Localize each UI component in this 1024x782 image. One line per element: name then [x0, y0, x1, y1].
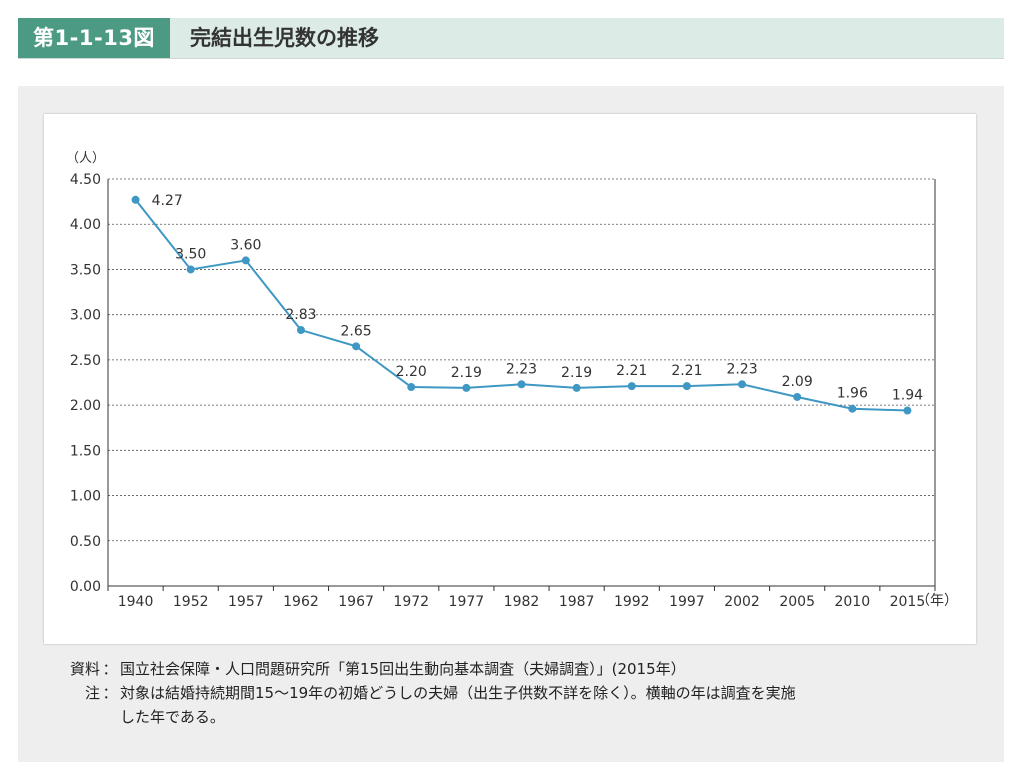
data-point	[848, 404, 857, 413]
colon: ：	[102, 660, 118, 678]
x-tick-label: 1962	[283, 594, 319, 610]
data-label: 3.60	[230, 237, 261, 253]
source-text: 国立社会保障・人口問題研究所「第15回出生動向基本調査（夫婦調査）」(2015年…	[120, 660, 686, 678]
data-point	[296, 326, 305, 335]
data-point	[793, 392, 802, 401]
line-chart: 0.00 0.50 1.00 1.50 2.00 2.50 3.00 3.50 4.00 4.50…	[66, 151, 958, 610]
y-tick-label: 4.50	[70, 172, 101, 188]
data-point	[738, 380, 747, 389]
data-label: 1.96	[837, 386, 868, 402]
x-tick-label: 1940	[118, 594, 154, 610]
colon: ：	[102, 684, 118, 702]
y-tick-label: 0.00	[70, 579, 101, 595]
data-label: 4.27	[152, 193, 183, 209]
data-label: 2.65	[341, 323, 372, 339]
y-tick-label: 0.50	[70, 534, 101, 550]
note-text-continued: した年である。	[120, 708, 225, 726]
data-point	[241, 256, 250, 265]
y-tick-label: 2.00	[70, 398, 101, 414]
data-point	[682, 382, 691, 391]
data-point	[462, 383, 471, 392]
x-tick-label: 1997	[669, 594, 705, 610]
x-tick-label: 2015	[890, 594, 926, 610]
chart-card: 0.00 0.50 1.00 1.50 2.00 2.50 3.00 3.50 4.00 4.50…	[44, 114, 976, 644]
x-tick-label: 1992	[614, 594, 650, 610]
y-tick-label: 3.50	[70, 262, 101, 278]
figure-number: 第1-1-13図	[18, 18, 170, 58]
data-label: 2.09	[782, 374, 813, 390]
x-axis-unit: （年）	[916, 593, 958, 609]
data-label: 2.23	[506, 361, 537, 377]
note-label: 注	[84, 684, 100, 702]
grid-lines	[108, 178, 935, 542]
data-labels: 4.27 3.50 3.60 2.83 2.65 2.20 2.19 2.23 2.19 2.21…	[152, 193, 924, 404]
source-label: 資料	[69, 660, 100, 678]
footnote: 注 ： 対象は結婚持続期間15〜19年の初婚どうしの夫婦（出生子供数不詳を除く）…	[52, 681, 982, 705]
data-point	[572, 383, 581, 392]
x-tick-label: 1957	[228, 594, 264, 610]
x-tick-label: 2005	[779, 594, 815, 610]
source-note: 資料 ： 国立社会保障・人口問題研究所「第15回出生動向基本調査（夫婦調査）」(…	[52, 657, 982, 681]
data-points	[131, 195, 912, 415]
data-label: 2.83	[285, 307, 316, 323]
y-tick-label: 3.00	[70, 308, 101, 324]
x-tick-label: 1987	[559, 594, 595, 610]
x-tick-label: 1972	[393, 594, 429, 610]
data-point	[131, 195, 140, 204]
data-label: 2.21	[671, 363, 702, 379]
y-tick-label: 1.00	[70, 489, 101, 505]
data-label: 2.23	[726, 361, 757, 377]
data-label: 2.21	[616, 363, 647, 379]
data-point	[903, 406, 912, 415]
axes	[107, 179, 936, 591]
data-point	[407, 383, 416, 392]
data-label: 3.50	[175, 246, 206, 262]
y-tick-label: 4.00	[70, 217, 101, 233]
notes: 資料 ： 国立社会保障・人口問題研究所「第15回出生動向基本調査（夫婦調査）」(…	[52, 657, 982, 729]
x-tick-labels: 1940 1952 1957 1962 1967 1972 1977 1982 1987 1992…	[118, 594, 926, 610]
y-tick-label: 1.50	[70, 443, 101, 459]
y-tick-labels: 0.00 0.50 1.00 1.50 2.00 2.50 3.00 3.50 4.00 4.50	[70, 172, 101, 595]
x-tick-label: 2002	[724, 594, 760, 610]
x-tick-label: 1982	[504, 594, 540, 610]
y-axis-unit: （人）	[66, 151, 105, 166]
x-tick-label: 2010	[834, 594, 870, 610]
data-label: 1.94	[892, 388, 923, 404]
data-point	[186, 265, 195, 274]
figure-title: 完結出生児数の推移	[190, 26, 379, 50]
x-tick-label: 1952	[173, 594, 209, 610]
note-text: 対象は結婚持続期間15〜19年の初婚どうしの夫婦（出生子供数不詳を除く）。横軸の…	[120, 684, 796, 702]
figure-header: 第1-1-13図 完結出生児数の推移	[18, 18, 1004, 59]
x-tick-label: 1967	[338, 594, 374, 610]
data-label: 2.19	[561, 365, 592, 381]
data-label: 2.19	[451, 365, 482, 381]
data-point	[352, 342, 361, 351]
x-tick-label: 1977	[449, 594, 485, 610]
data-point	[517, 380, 526, 389]
data-point	[627, 382, 636, 391]
y-tick-label: 2.50	[70, 353, 101, 369]
data-label: 2.20	[396, 364, 427, 380]
